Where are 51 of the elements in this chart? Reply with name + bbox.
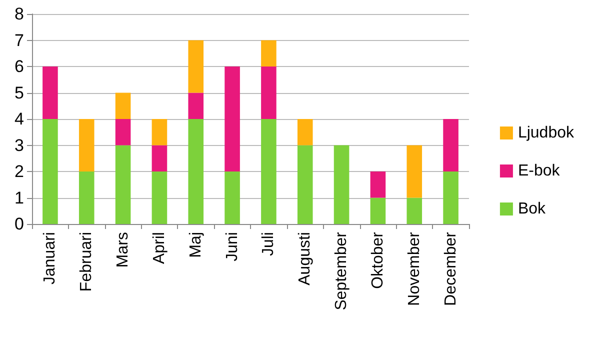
bar (42, 119, 58, 224)
bar (78, 172, 94, 224)
y-tick-label: 2 (14, 162, 24, 181)
bar (188, 40, 204, 93)
y-tick-label: 8 (14, 4, 24, 24)
bar (261, 40, 276, 66)
bar (334, 145, 350, 224)
x-tick-label: Juli (260, 232, 278, 256)
bar (78, 119, 94, 172)
legend-label: Ljudbok (518, 124, 575, 142)
bar (370, 172, 386, 198)
y-tick-label: 1 (14, 188, 24, 208)
y-tick-label: 0 (14, 214, 24, 234)
x-tick-label: Maj (187, 232, 204, 258)
bar (115, 92, 131, 119)
bar (370, 198, 386, 224)
x-tick-label: Augusti (296, 232, 314, 286)
bar (224, 172, 240, 224)
x-tick-label: Juni (224, 232, 241, 262)
y-tick-label: 5 (14, 83, 24, 102)
bar (152, 172, 168, 224)
legend-label: E-bok (518, 162, 561, 180)
bar (261, 119, 276, 224)
bar (188, 119, 204, 224)
bar (188, 92, 204, 119)
bar (406, 145, 422, 198)
bar (152, 145, 168, 172)
bar (297, 119, 313, 146)
bar (42, 66, 58, 119)
y-tick-label: 4 (14, 110, 24, 128)
x-tick-label: Februari (78, 232, 96, 292)
x-tick-label: Oktober (369, 231, 386, 289)
x-tick-label: Mars (114, 232, 132, 268)
bar (297, 145, 313, 224)
bar (443, 119, 458, 172)
bar (406, 198, 422, 224)
y-tick-label: 3 (14, 136, 24, 155)
x-tick-label: April (150, 232, 168, 264)
bar (115, 119, 131, 146)
y-tick-label: 7 (14, 30, 24, 50)
bar (261, 66, 276, 119)
x-tick-label: September (333, 231, 350, 310)
bar (443, 172, 458, 224)
x-tick-label: Januari (42, 232, 59, 284)
x-tick-label: November (406, 231, 423, 306)
bar (115, 145, 131, 224)
bar (224, 66, 240, 172)
legend-label: Bok (518, 200, 547, 218)
bar (152, 119, 168, 146)
x-tick-label: December (442, 231, 460, 306)
y-tick-label: 6 (14, 57, 24, 76)
